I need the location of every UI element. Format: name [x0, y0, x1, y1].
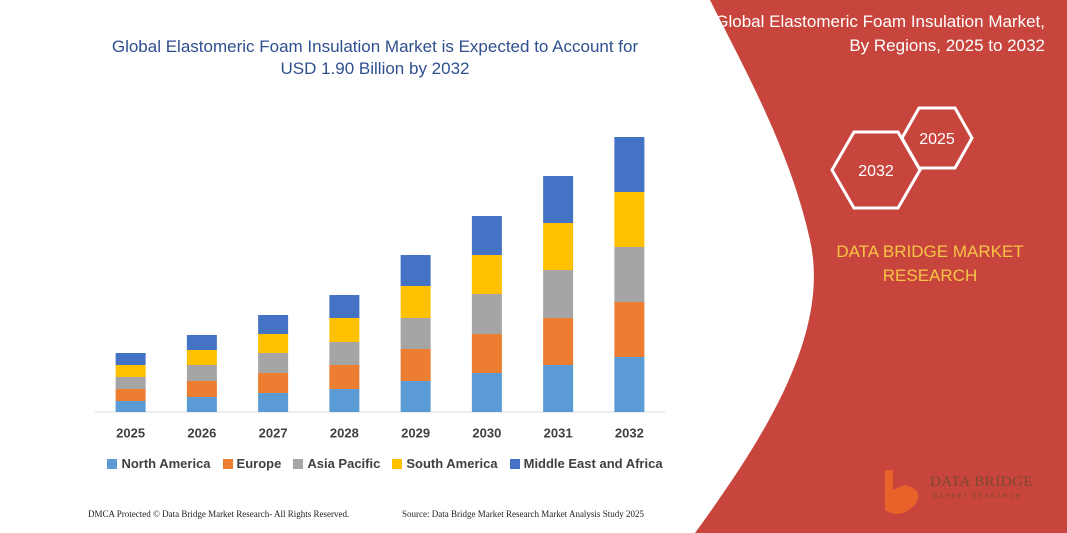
x-tick-label: 2031 — [544, 425, 573, 440]
legend-label: North America — [121, 456, 211, 471]
legend-swatch — [222, 458, 233, 469]
bar-segment — [614, 137, 645, 192]
legend-item: Europe — [222, 456, 282, 471]
bar-segment — [400, 318, 431, 349]
bar-segment — [471, 334, 502, 373]
panel-title: Global Elastomeric Foam Insulation Marke… — [715, 12, 1045, 55]
bar-segment — [115, 389, 146, 401]
bar-segment — [614, 247, 645, 302]
bar-segment — [115, 365, 146, 377]
bar-segment — [471, 255, 502, 294]
bar-segment — [329, 389, 360, 412]
hexagon-label: 2032 — [858, 163, 894, 180]
bar-segment — [258, 353, 289, 373]
bar-segment — [329, 365, 360, 389]
bar-segment — [614, 192, 645, 247]
hexagon — [830, 130, 922, 210]
legend-item: Asia Pacific — [293, 456, 380, 471]
bar-segment — [186, 350, 217, 365]
logo-icon — [885, 470, 919, 514]
legend-label: Europe — [236, 456, 282, 471]
chart-title: Global Elastomeric Foam Insulation Marke… — [111, 37, 639, 78]
legend-swatch — [509, 458, 520, 469]
bar-segment — [543, 176, 574, 223]
bar-segment — [186, 335, 217, 350]
bar-segment — [258, 315, 289, 334]
bar-segment — [115, 353, 146, 365]
hexagon-label: 2025 — [919, 131, 955, 148]
x-tick-label: 2027 — [259, 425, 288, 440]
bar-segment — [543, 318, 574, 365]
bar-segment — [400, 381, 431, 412]
bar-segment — [400, 349, 431, 381]
x-tick-label: 2030 — [472, 425, 501, 440]
footer-left: DMCA Protected © Data Bridge Market Rese… — [88, 509, 350, 519]
legend-item: North America — [107, 456, 211, 471]
footer-right: Source: Data Bridge Market Research Mark… — [402, 509, 644, 519]
legend-swatch — [392, 458, 403, 469]
bar-segment — [471, 294, 502, 334]
legend-item: South America — [392, 456, 498, 471]
bar-segment — [329, 318, 360, 342]
legend: North America Europe Asia Pacific South Ame… — [95, 456, 675, 471]
logo-text: DATA BRIDGE — [930, 474, 1034, 490]
bar-segment — [614, 302, 645, 357]
panel-bg — [695, 0, 1067, 533]
x-tick-label: 2029 — [401, 425, 430, 440]
bar-segment — [258, 334, 289, 353]
bar-segment — [115, 377, 146, 389]
bar-segment — [186, 397, 217, 412]
bar-segment — [186, 381, 217, 397]
bar-segment — [400, 255, 431, 286]
brand: DATA BRIDGE MARKET RESEARCH — [836, 242, 1024, 285]
bar-segment — [400, 286, 431, 318]
legend-swatch — [293, 458, 304, 469]
bar-segment — [471, 373, 502, 412]
legend-label: Asia Pacific — [307, 456, 381, 471]
bar-segment — [258, 373, 289, 393]
bar-segment — [614, 357, 645, 412]
bar-segment — [258, 393, 289, 412]
x-tick-label: 2032 — [615, 425, 644, 440]
legend-item: Middle East and Africa — [509, 456, 663, 471]
bar-segment — [115, 401, 146, 412]
legend-label: Middle East and Africa — [523, 456, 663, 471]
legend-swatch — [107, 458, 118, 469]
bar-segment — [543, 365, 574, 412]
bar-segment — [543, 223, 574, 270]
bar-segment — [329, 342, 360, 365]
bar-segment — [471, 216, 502, 255]
logo-subtext: MARKET RESEARCH — [932, 494, 1022, 500]
bar-segment — [543, 270, 574, 318]
x-tick-label: 2028 — [330, 425, 359, 440]
legend-label: South America — [406, 456, 498, 471]
bar-segment — [329, 295, 360, 318]
x-tick-label: 2026 — [187, 425, 216, 440]
bar-segment — [186, 365, 217, 381]
hexagon — [900, 106, 974, 170]
x-tick-label: 2025 — [116, 425, 145, 440]
